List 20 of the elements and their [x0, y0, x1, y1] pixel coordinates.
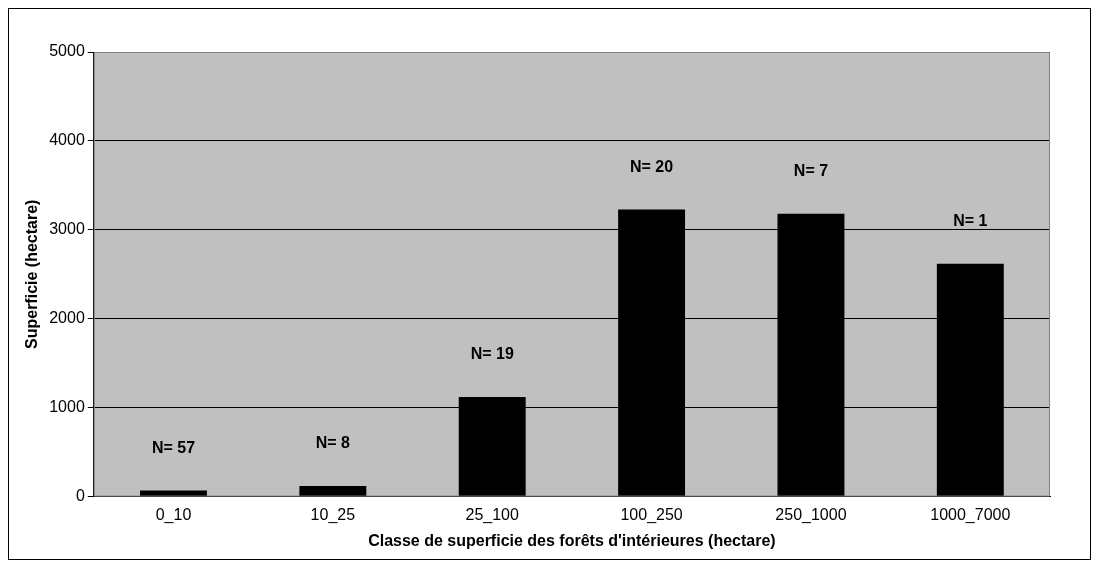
- y-tick-label: 3000: [49, 220, 85, 238]
- annotation: N= 20: [630, 157, 674, 175]
- annotation: N= 8: [315, 434, 351, 452]
- annotation: N= 1: [953, 212, 988, 230]
- y-tick-label: 1000: [49, 398, 85, 416]
- x-tick-label: 250_1000: [775, 505, 847, 524]
- annotation: N= 19: [470, 345, 514, 363]
- x-axis-title: Classe de superficie des forêts d'intérieures (hectare): [368, 531, 776, 549]
- y-axis-title: Superficie (hectare): [23, 199, 41, 349]
- x-tick-label: 1000_7000: [930, 505, 1011, 524]
- y-tick-label: 5000: [49, 42, 85, 60]
- annotation: N= 7: [793, 162, 829, 180]
- annotation: N= 57: [151, 438, 196, 456]
- x-tick-label: 25_100: [465, 505, 520, 524]
- y-tick-label: 4000: [49, 131, 85, 149]
- x-tick-label: 10_25: [310, 505, 356, 524]
- x-tick-label: 0_10: [155, 505, 192, 524]
- y-tick-label: 2000: [49, 309, 85, 327]
- y-tick-label: 0: [75, 487, 85, 505]
- x-tick-label: 100_250: [620, 505, 683, 524]
